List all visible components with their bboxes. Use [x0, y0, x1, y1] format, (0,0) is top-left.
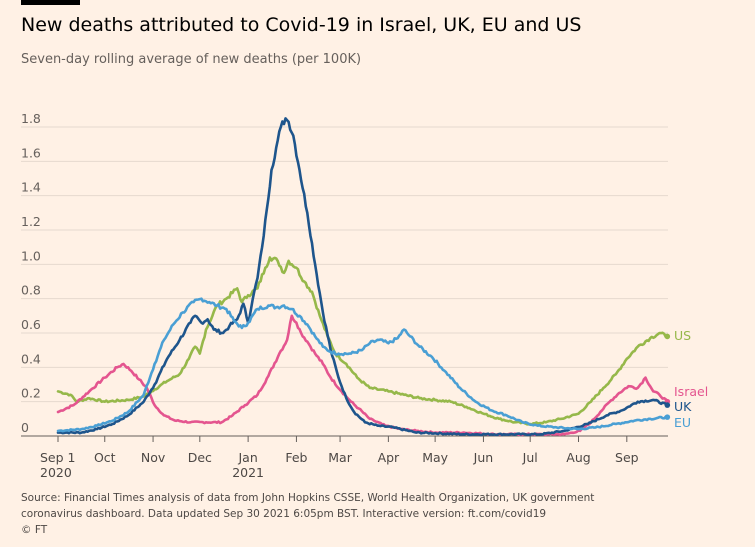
chart-title: New deaths attributed to Covid-19 in Isr… [21, 14, 582, 36]
y-tick-label: 0.6 [21, 317, 41, 332]
y-axis-ticks: 0 0.2 0.4 0.6 0.8 1.0 1.2 1.4 1.6 1.8 [21, 111, 41, 435]
x-tick-label: May [422, 450, 448, 465]
y-tick-label: 1.0 [21, 248, 41, 263]
ft-credit: © FT [21, 524, 48, 536]
chart-footer: Source: Financial Times analysis of data… [21, 490, 594, 538]
x-tick-label: Sep 1 [40, 450, 76, 465]
source-note-line-2: coronavirus dashboard. Data updated Sep … [21, 508, 547, 520]
series-end-dot-uk [664, 402, 671, 408]
x-tick-label: Oct [94, 450, 116, 465]
y-tick-label: 0 [21, 420, 29, 435]
grid-lines [21, 126, 668, 437]
series-end-dot-us [664, 333, 671, 340]
series-end-dot-eu [664, 414, 671, 420]
series-line-israel [56, 314, 669, 437]
series-line-us [56, 256, 669, 426]
x-tick-label: Sep [615, 450, 639, 465]
series-end-label-us: US [674, 328, 691, 343]
y-tick-label: 0.2 [21, 386, 41, 401]
x-tick-label: Jun [473, 450, 494, 465]
x-tick-label: Dec [188, 450, 212, 465]
series-line-uk [56, 117, 669, 437]
y-tick-label: 1.8 [21, 111, 41, 126]
ft-header-bar [21, 0, 80, 5]
x-tick-year-label: 2021 [232, 465, 264, 480]
series-end-label-eu: EU [674, 415, 691, 430]
y-tick-label: 1.4 [21, 180, 41, 195]
y-tick-label: 1.6 [21, 145, 41, 160]
series-lines [56, 117, 671, 437]
x-tick-label: Apr [378, 450, 400, 465]
x-tick-label: Jan [237, 450, 257, 465]
y-tick-label: 0.8 [21, 283, 41, 298]
y-tick-label: 1.2 [21, 214, 41, 229]
series-end-label-israel: Israel [674, 384, 708, 399]
series-line-eu [56, 297, 669, 433]
x-tick-label: Feb [285, 450, 307, 465]
y-tick-label: 0.4 [21, 351, 41, 366]
x-tick-label: Jul [522, 450, 538, 465]
source-note-line-1: Source: Financial Times analysis of data… [21, 492, 595, 504]
x-tick-label: Mar [328, 450, 352, 465]
chart-subtitle: Seven-day rolling average of new deaths … [21, 52, 362, 67]
x-tick-label: Aug [566, 450, 590, 465]
series-end-label-uk: UK [674, 399, 692, 414]
x-tick-year-label: 2020 [40, 465, 72, 480]
x-tick-label: Nov [141, 450, 166, 465]
